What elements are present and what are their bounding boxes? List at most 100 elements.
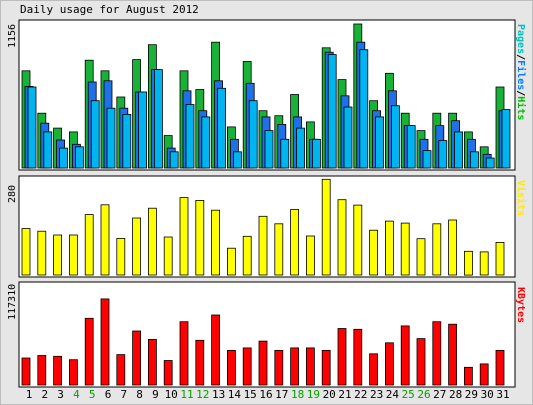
day-label: 10 (165, 388, 178, 401)
kbytes-bar-14 (226, 349, 236, 386)
legend-part: KBytes (515, 287, 526, 323)
visits-bar-20 (321, 178, 331, 276)
kbytes-bar-29 (463, 366, 473, 386)
visits-bar-26 (416, 238, 426, 276)
pages-bar-6 (106, 107, 116, 169)
pages-bar-31 (501, 109, 511, 169)
visits-bar-8 (132, 217, 142, 276)
pages-bar-20 (327, 54, 337, 169)
day-label: 20 (323, 388, 336, 401)
pages-bar-13 (217, 87, 227, 169)
visits-bar-27 (432, 223, 442, 276)
day-label: 5 (89, 388, 96, 401)
day-label: 14 (228, 388, 242, 401)
legend-part: Files (515, 60, 527, 90)
day-label: 2 (41, 388, 48, 401)
day-label: 16 (259, 388, 272, 401)
pages-bar-12 (201, 116, 211, 169)
kbytes-bar-23 (369, 353, 379, 386)
kbytes-bar-16 (258, 340, 268, 386)
legend-part: / (515, 90, 526, 96)
day-label: 27 (433, 388, 446, 401)
visits-bar-16 (258, 215, 268, 276)
chart-title: Daily usage for August 2012 (20, 3, 199, 16)
kbytes-bar-5 (84, 317, 94, 386)
pages-bar-18 (296, 127, 306, 169)
pages-bar-5 (90, 100, 100, 169)
day-label: 17 (275, 388, 288, 401)
day-label: 23 (370, 388, 383, 401)
pages-bar-15 (248, 100, 258, 169)
visits-bar-23 (369, 229, 379, 276)
visits-bar-30 (479, 251, 489, 276)
pages-bar-27 (438, 140, 448, 169)
kbytes-bar-8 (132, 330, 142, 386)
day-label: 12 (196, 388, 209, 401)
pages-bar-10 (169, 151, 179, 169)
pages-bar-26 (422, 150, 432, 169)
hits-max-label: 1156 (7, 24, 18, 48)
kbytes-bar-10 (163, 360, 173, 386)
pages-bar-7 (122, 114, 132, 169)
kbytes-series-legend: KBytes (515, 287, 526, 323)
kbytes-bar-6 (100, 298, 110, 386)
day-label: 4 (73, 388, 80, 401)
kbytes-bar-1 (21, 357, 31, 386)
kbytes-bar-3 (53, 355, 62, 386)
kbytes-bar-21 (337, 328, 347, 386)
pages-bar-29 (469, 151, 479, 169)
kbytes-bar-31 (495, 349, 505, 386)
day-label: 26 (417, 388, 430, 401)
pages-bar-1 (27, 86, 37, 169)
kbytes-bar-11 (179, 321, 189, 386)
kbytes-bar-12 (195, 339, 205, 386)
day-label: 29 (465, 388, 478, 401)
visits-bar-24 (384, 220, 394, 276)
kbytes-bar-26 (416, 338, 426, 386)
kbytes-bar-4 (69, 359, 78, 386)
kbytes-bar-15 (242, 347, 252, 386)
pages-bar-4 (75, 146, 84, 169)
visits-bar-12 (195, 199, 205, 276)
visits-bar-1 (21, 228, 31, 276)
pages-bar-21 (343, 106, 353, 169)
visits-bar-28 (448, 219, 458, 276)
kbytes-bar-13 (211, 314, 221, 386)
visits-bar-17 (274, 223, 284, 276)
day-axis-labels: 1 2 3 4 5 6 7 8 9 10 11 12 13 14 15 16 17 18 19 20 21 22 23 24 2… (26, 388, 510, 401)
day-label: 22 (354, 388, 367, 401)
visits-bar-5 (84, 214, 94, 276)
visits-bar-11 (179, 197, 189, 276)
day-label: 15 (244, 388, 257, 401)
pages-bar-2 (43, 131, 53, 169)
day-label: 7 (120, 388, 127, 401)
legend-part: / (515, 54, 526, 60)
pages-bar-3 (59, 147, 68, 169)
visits-bar-13 (211, 209, 221, 276)
day-label: 19 (307, 388, 320, 401)
visits-series-legend: Visits (515, 180, 527, 216)
pages-bar-30 (485, 157, 495, 169)
kbytes-bar-30 (479, 363, 489, 386)
visits-bar-9 (147, 207, 157, 276)
day-label: 9 (152, 388, 159, 401)
kbytes-bar-28 (448, 323, 458, 386)
legend-part: Pages (515, 24, 526, 54)
day-label: 18 (291, 388, 304, 401)
pages-bar-8 (138, 91, 148, 169)
pages-bar-19 (311, 138, 321, 169)
visits-bar-3 (53, 234, 62, 276)
day-label: 24 (386, 388, 400, 401)
visits-bar-7 (116, 237, 126, 276)
visits-bar-29 (463, 250, 473, 276)
pages-bar-9 (153, 69, 163, 169)
visits-bar-22 (353, 204, 363, 276)
kbytes-bar-2 (37, 355, 47, 386)
visits-bar-19 (305, 235, 315, 276)
pages-bar-14 (232, 151, 242, 169)
kbytes-bar-18 (290, 347, 300, 386)
pages-bar-28 (454, 131, 464, 169)
kbytes-bar-9 (147, 338, 157, 386)
visits-bar-31 (495, 241, 505, 276)
visits-bar-6 (100, 204, 110, 276)
